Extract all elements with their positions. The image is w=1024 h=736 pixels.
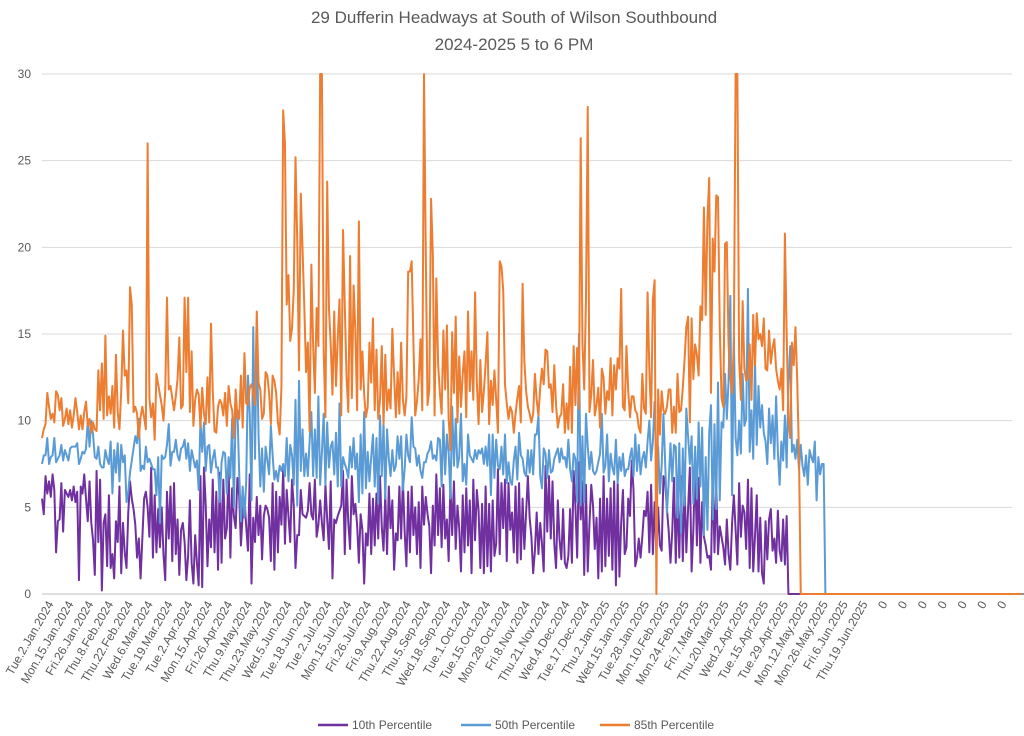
legend-label: 10th Percentile xyxy=(352,718,432,732)
x-tick-label: 0 xyxy=(994,598,1010,611)
x-tick-label: 0 xyxy=(895,598,911,611)
x-tick-label: 0 xyxy=(915,598,931,611)
y-tick-label: 20 xyxy=(18,240,32,254)
y-axis-ticks: 0 5 10 15 20 25 30 xyxy=(18,67,32,601)
legend: 10th Percentile 50th Percentile 85th Perce… xyxy=(318,718,714,732)
x-tick-label: 0 xyxy=(954,598,970,611)
chart-subtitle: 2024-2025 5 to 6 PM xyxy=(435,35,594,54)
series-line-10th-percentile xyxy=(41,459,1012,595)
series-lines xyxy=(41,73,1024,595)
series-line-85th-percentile xyxy=(41,73,1023,595)
x-axis-ticks: Tue.2.Jan.2024Mon.15.Jan.2024Fri.26.Jan.… xyxy=(3,598,1010,688)
y-tick-label: 15 xyxy=(18,327,32,341)
x-tick-label: 0 xyxy=(935,598,951,611)
y-tick-label: 30 xyxy=(18,67,32,81)
legend-label: 85th Percentile xyxy=(634,718,714,732)
y-tick-label: 0 xyxy=(24,587,31,601)
x-tick-label: 0 xyxy=(875,598,891,611)
chart-title: 29 Dufferin Headways at South of Wilson … xyxy=(311,8,717,27)
x-tick-label: 0 xyxy=(974,598,990,611)
y-tick-label: 5 xyxy=(24,500,31,514)
y-tick-label: 25 xyxy=(18,154,32,168)
y-tick-label: 10 xyxy=(18,414,32,428)
legend-label: 50th Percentile xyxy=(495,718,575,732)
